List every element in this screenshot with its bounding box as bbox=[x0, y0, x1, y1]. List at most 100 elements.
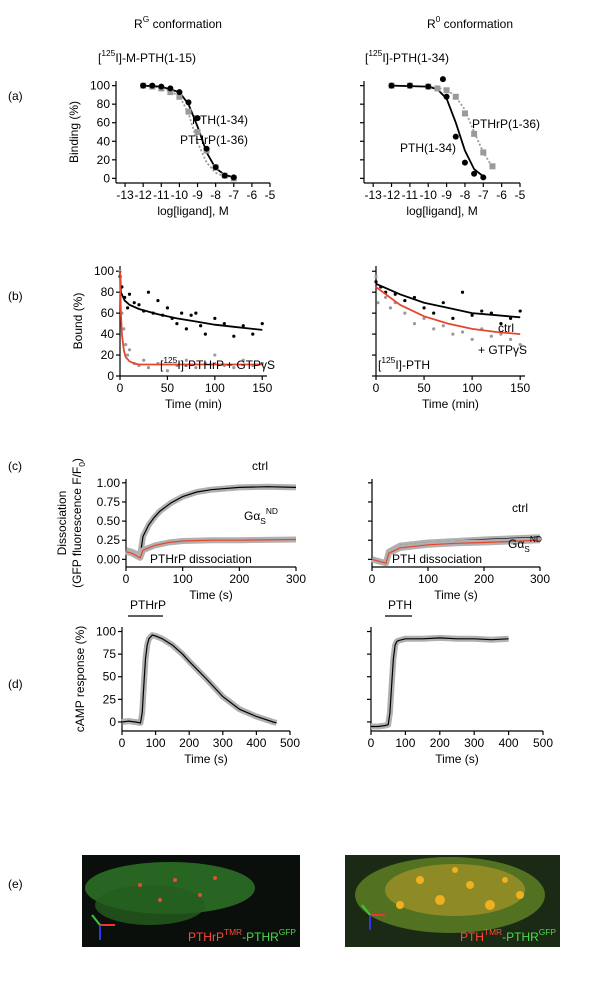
chart: 0 50 100 150 Time (min) bbox=[372, 266, 531, 411]
annotation: GαSND bbox=[508, 534, 542, 554]
data-point bbox=[422, 306, 426, 310]
annotation: PTH bbox=[388, 598, 412, 612]
data-point bbox=[185, 108, 192, 115]
x-tick-label: 100 bbox=[173, 572, 193, 586]
x-tick-label: -13 bbox=[365, 188, 383, 202]
x-tick-label: 400 bbox=[499, 736, 519, 750]
data-point bbox=[184, 358, 188, 362]
x-tick-label: -9 bbox=[441, 188, 452, 202]
panel-label: (a) bbox=[8, 89, 23, 103]
panel-label: (e) bbox=[8, 877, 23, 891]
data-point bbox=[222, 322, 226, 326]
x-tick-label: -6 bbox=[496, 188, 507, 202]
data-point bbox=[376, 301, 380, 305]
x-tick-label: 100 bbox=[146, 736, 166, 750]
data-point bbox=[124, 342, 128, 347]
annotation: ctrl bbox=[498, 321, 514, 335]
x-tick-label: 0 bbox=[123, 572, 130, 586]
data-point bbox=[180, 311, 184, 315]
text-part: 0 bbox=[77, 462, 87, 467]
data-point bbox=[434, 85, 441, 92]
text-part: -PTHR bbox=[502, 930, 539, 944]
chart: 0 100 200 300 Time (s) bbox=[368, 479, 550, 602]
y-tick-label: 0 bbox=[103, 171, 110, 185]
annotation: PTH(1-34) bbox=[192, 113, 248, 127]
x-tick-label: -11 bbox=[402, 188, 419, 202]
annotation: ctrl bbox=[512, 501, 528, 515]
text-part: I]-PTH bbox=[395, 358, 430, 372]
data-point bbox=[432, 311, 436, 315]
text-part: Gα bbox=[244, 509, 260, 523]
data-point bbox=[165, 369, 170, 373]
x-tick-label: -11 bbox=[153, 188, 170, 202]
data-point bbox=[412, 322, 417, 326]
image-label: PTHrPTMR-PTHRGFP bbox=[188, 927, 296, 944]
annotation: GαSND bbox=[244, 506, 278, 526]
x-tick-label: 100 bbox=[395, 736, 415, 750]
y-tick-label: 100 bbox=[94, 264, 114, 278]
y-tick-label: 60 bbox=[97, 116, 111, 130]
data-point bbox=[451, 316, 455, 320]
data-point bbox=[156, 298, 160, 303]
annotation: + GTPγS bbox=[226, 358, 275, 372]
data-point bbox=[194, 115, 201, 122]
data-point bbox=[461, 159, 468, 166]
data-point bbox=[140, 82, 147, 89]
y-tick-label: 40 bbox=[101, 327, 115, 341]
text-part: GFP bbox=[539, 927, 557, 937]
data-point bbox=[439, 76, 446, 83]
y-tick-label: 20 bbox=[97, 153, 111, 167]
x-tick-label: 200 bbox=[229, 572, 249, 586]
x-tick-label: 100 bbox=[205, 381, 225, 395]
annotation: PTHrP(1-36) bbox=[180, 133, 248, 147]
data-point bbox=[146, 366, 151, 370]
subtitle: [125I]-PTH(1-34) bbox=[365, 48, 449, 65]
panel-label: (b) bbox=[8, 289, 23, 303]
data-point bbox=[374, 280, 378, 284]
data-point bbox=[212, 164, 219, 171]
fit-line bbox=[371, 637, 509, 728]
data-point bbox=[213, 316, 217, 320]
x-axis-label: log[ligand], M bbox=[157, 204, 228, 218]
subtitle: [125I]-M-PTH(1-15) bbox=[98, 48, 196, 65]
data-point bbox=[460, 290, 465, 294]
text-part: 125 bbox=[163, 355, 177, 365]
text-part: Dissociation bbox=[55, 491, 69, 556]
fit-line bbox=[391, 84, 484, 178]
data-point bbox=[167, 85, 174, 92]
data-point bbox=[251, 332, 255, 336]
data-point bbox=[146, 290, 151, 294]
data-point bbox=[176, 93, 183, 100]
text-part: I]-PTHrP bbox=[177, 358, 224, 372]
x-tick-label: 100 bbox=[462, 381, 482, 395]
x-tick-label: 300 bbox=[213, 736, 233, 750]
data-point bbox=[185, 99, 192, 106]
data-point bbox=[489, 334, 493, 338]
x-tick-label: 0 bbox=[373, 381, 380, 395]
annotation: [125I]-PTHrP bbox=[160, 355, 224, 372]
data-point bbox=[480, 174, 487, 181]
column-title: RG conformation bbox=[134, 14, 222, 31]
x-tick-label: 500 bbox=[533, 736, 553, 750]
y-axis-label: Dissociation bbox=[55, 491, 69, 556]
fit-line bbox=[119, 271, 263, 331]
x-tick-label: 200 bbox=[430, 736, 450, 750]
fit-line bbox=[143, 84, 235, 179]
annotation: PTH(1-34) bbox=[400, 141, 456, 155]
text-part: [ bbox=[160, 358, 164, 372]
text-part: S bbox=[260, 516, 266, 526]
x-axis-label: Time (s) bbox=[184, 752, 228, 766]
annotation: PTHrP(1-36) bbox=[472, 117, 540, 131]
x-tick-label: -8 bbox=[210, 188, 221, 202]
error-band bbox=[121, 632, 278, 726]
text-part: TMR bbox=[484, 927, 502, 937]
data-point bbox=[241, 358, 245, 362]
x-tick-label: 150 bbox=[510, 381, 530, 395]
text-part: cAMP response (%) bbox=[73, 626, 87, 732]
fit-line bbox=[119, 271, 263, 366]
text-part: TMR bbox=[224, 927, 242, 937]
image-panels bbox=[82, 855, 560, 947]
x-tick-label: 0 bbox=[119, 736, 126, 750]
fit-line bbox=[371, 539, 541, 564]
